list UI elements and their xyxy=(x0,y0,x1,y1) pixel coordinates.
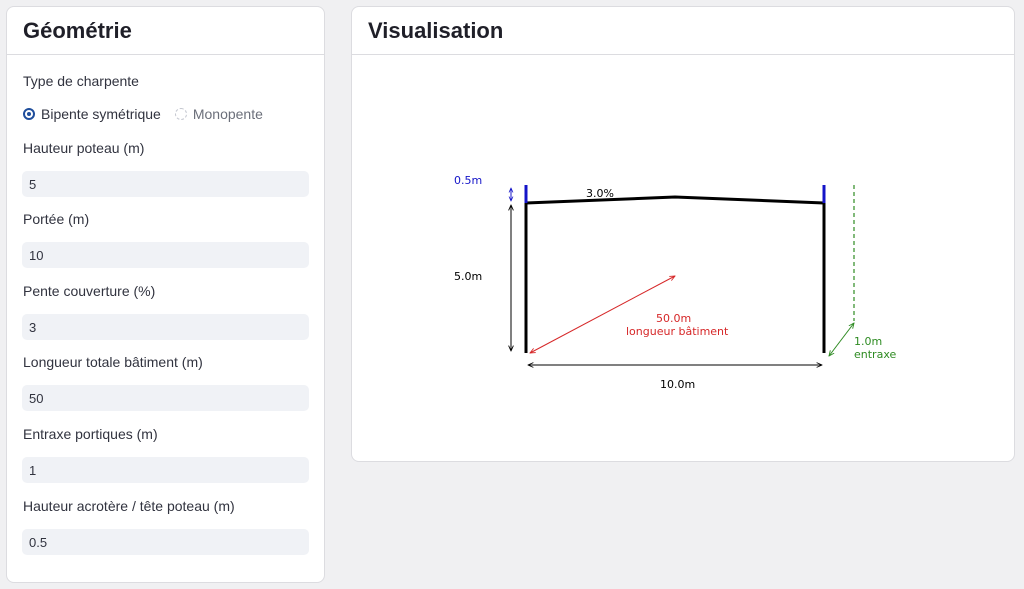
radio-bipente[interactable]: Bipente symétrique xyxy=(23,106,161,122)
building-length-label: Longueur totale bâtiment (m) xyxy=(23,354,203,370)
spacing-label: 1.0m xyxy=(854,335,882,348)
rafters xyxy=(525,195,825,205)
length-label: 50.0m xyxy=(656,312,691,325)
visualisation-panel: Visualisation 0.5m 3.0% xyxy=(351,6,1015,462)
frame-diagram: 0.5m 3.0% 5.0m 10.0m 50.0m longueur bâti… xyxy=(454,174,896,391)
span-label: 10.0m xyxy=(660,378,695,391)
acroterion-label: 0.5m xyxy=(454,174,482,187)
frame-spacing-input[interactable] xyxy=(22,457,309,483)
geometry-panel: Géométrie Type de charpente Bipente symé… xyxy=(6,6,325,583)
geometry-header: Géométrie xyxy=(7,7,324,55)
roof-slope-label: Pente couverture (%) xyxy=(23,283,156,299)
length-caption: longueur bâtiment xyxy=(626,325,729,338)
column-height-label: Hauteur poteau (m) xyxy=(23,140,145,156)
visualisation-title: Visualisation xyxy=(368,17,504,43)
spacing-caption: entraxe xyxy=(854,348,896,361)
visualisation-header: Visualisation xyxy=(352,7,1014,55)
frame-spacing-label: Entraxe portiques (m) xyxy=(23,426,158,442)
geometry-title: Géométrie xyxy=(23,17,132,43)
radio-selected-icon xyxy=(23,108,35,120)
acroterion-height-input[interactable] xyxy=(22,529,309,555)
roof-slope-input[interactable] xyxy=(22,314,309,340)
span-label: Portée (m) xyxy=(23,211,90,227)
spacing-arrow xyxy=(829,323,854,356)
roof-type-label: Type de charpente xyxy=(23,73,139,89)
acroterion-height-label: Hauteur acrotère / tête poteau (m) xyxy=(23,498,235,514)
building-length-input[interactable] xyxy=(22,385,309,411)
radio-bipente-label: Bipente symétrique xyxy=(41,106,161,122)
span-input[interactable] xyxy=(22,242,309,268)
radio-monopente[interactable]: Monopente xyxy=(174,106,263,122)
height-label: 5.0m xyxy=(454,270,482,283)
radio-monopente-label: Monopente xyxy=(192,106,263,122)
column-height-input[interactable] xyxy=(22,171,309,197)
slope-label: 3.0% xyxy=(586,187,614,200)
radio-unselected-icon xyxy=(174,108,187,120)
roof-type-radio-group: Bipente symétrique Monopente xyxy=(23,106,277,122)
length-arrow xyxy=(530,276,675,353)
